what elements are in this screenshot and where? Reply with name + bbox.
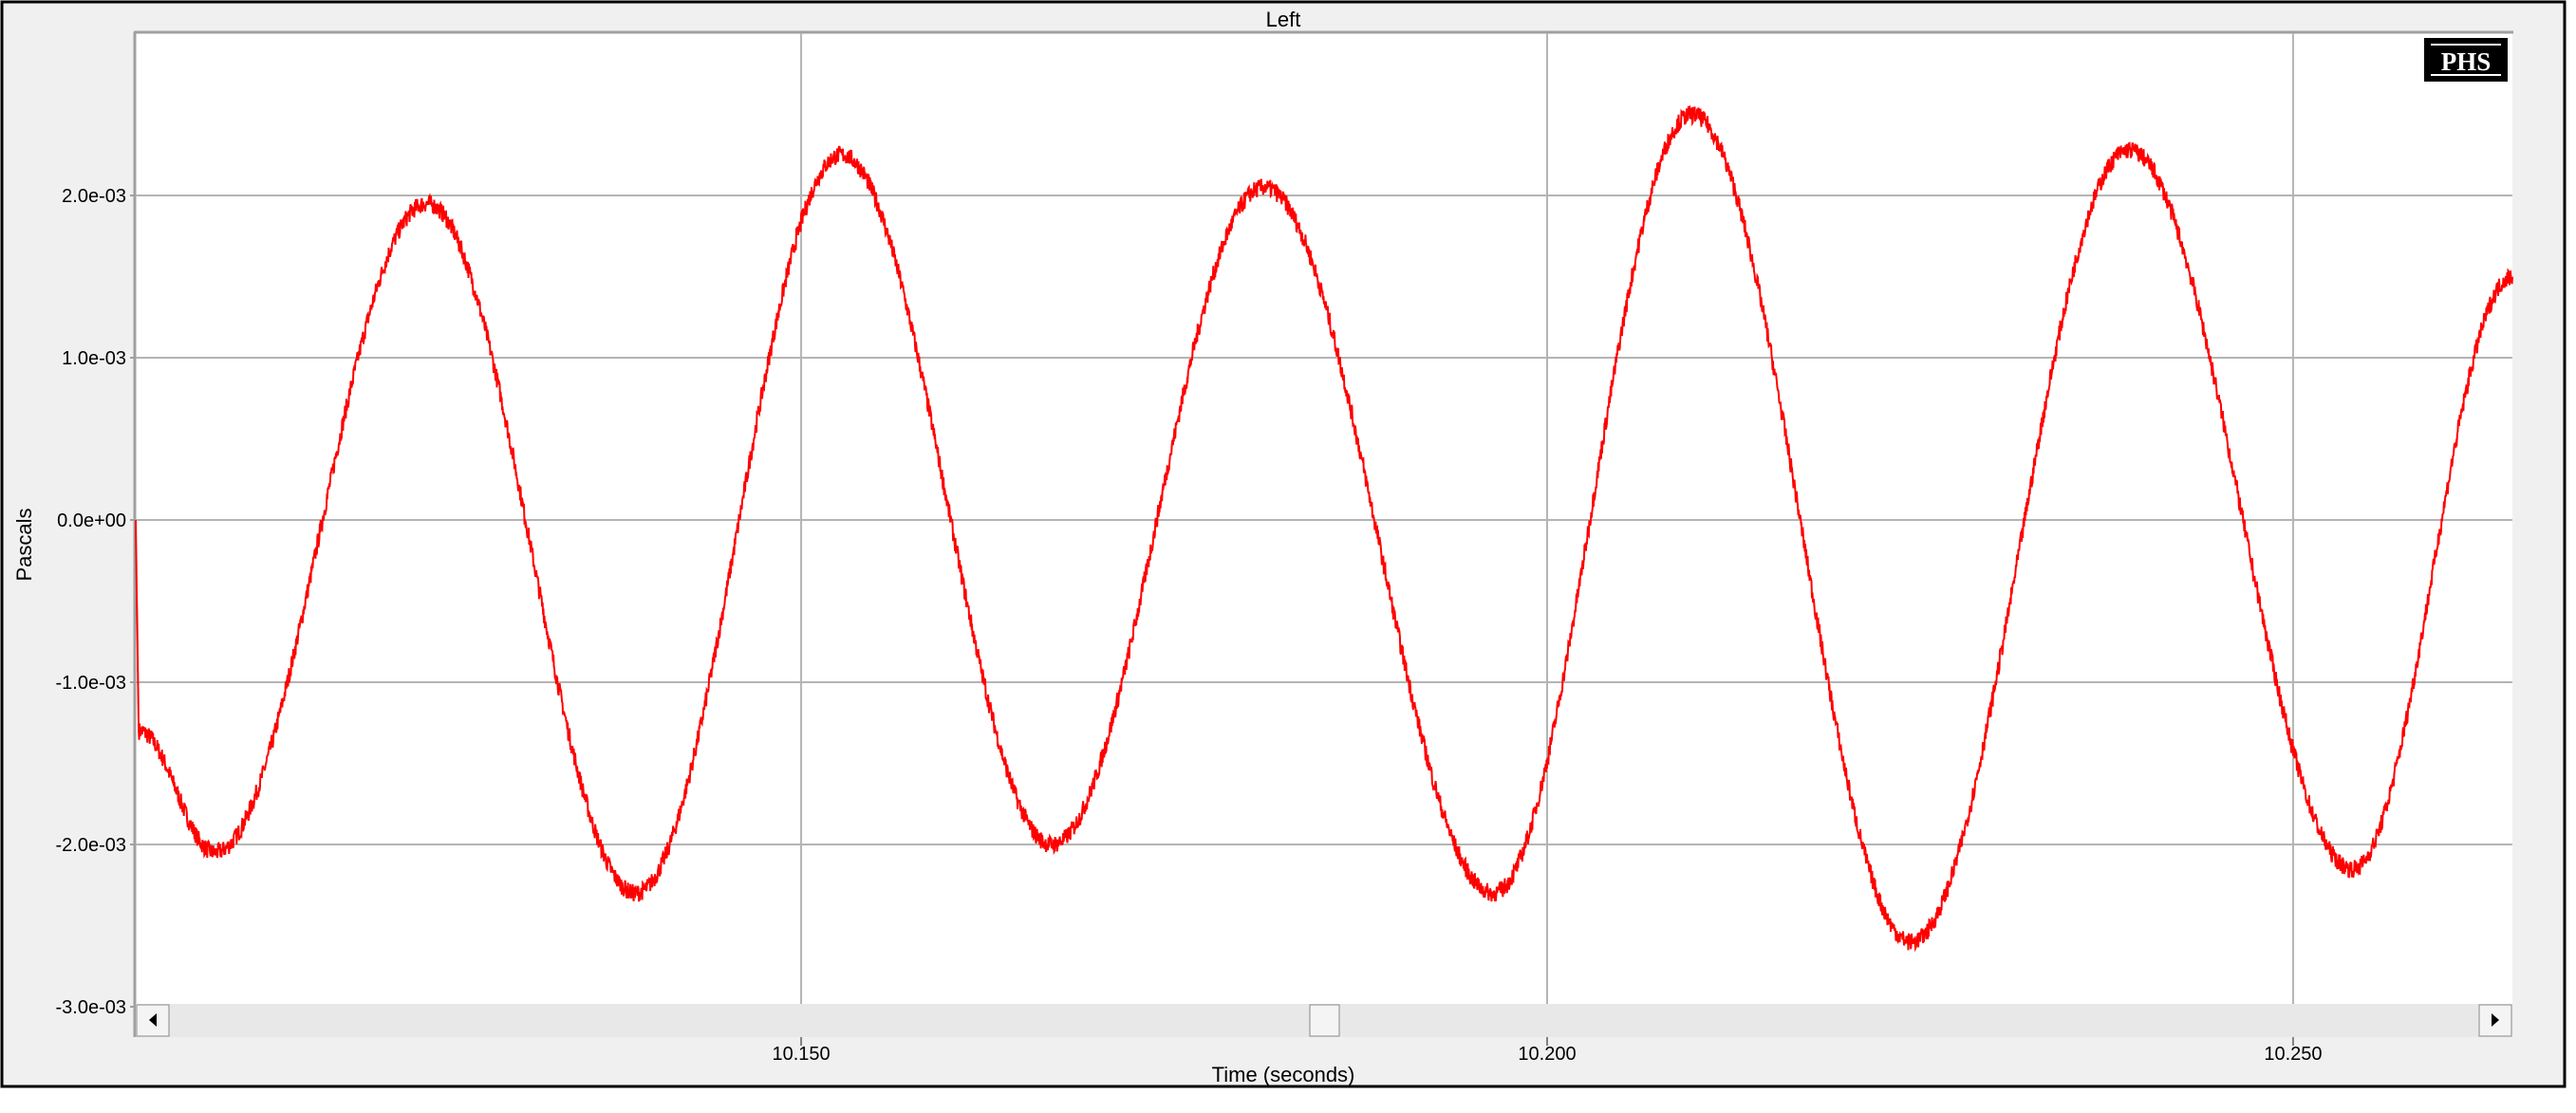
series-line — [135, 104, 2513, 953]
scroll-right-button[interactable] — [2478, 1004, 2512, 1037]
x-tick-label: 10.250 — [2264, 1044, 2322, 1065]
horizontal-scrollbar[interactable] — [136, 1004, 2512, 1037]
arrow-left-icon — [149, 1013, 157, 1027]
y-tick-label: 1.0e-03 — [62, 348, 126, 369]
y-tick-label: -3.0e-03 — [56, 997, 127, 1018]
scrollbar-thumb[interactable] — [1309, 1004, 1340, 1037]
scroll-left-button[interactable] — [136, 1004, 170, 1037]
y-axis-label: Pascals — [12, 508, 36, 581]
y-tick-label: -1.0e-03 — [56, 673, 127, 694]
arrow-right-icon — [2492, 1013, 2499, 1027]
y-tick-label: 2.0e-03 — [62, 186, 126, 207]
x-tick-label: 10.200 — [1518, 1044, 1576, 1065]
y-tick-label: -2.0e-03 — [56, 835, 127, 856]
y-tick-label: 0.0e+00 — [57, 510, 126, 531]
x-tick-label: 10.150 — [772, 1044, 830, 1065]
x-axis-label: Time (seconds) — [1212, 1063, 1355, 1086]
chart-title: Left — [1266, 8, 1301, 31]
svg-text:PHS: PHS — [2441, 47, 2492, 76]
plot-area — [136, 33, 2512, 1037]
tick-labels: 2.0e-03 1.0e-03 0.0e+00 -1.0e-03 -2.0e-03 -3.… — [56, 186, 2323, 1065]
logo-phs: PHS — [2424, 38, 2508, 82]
